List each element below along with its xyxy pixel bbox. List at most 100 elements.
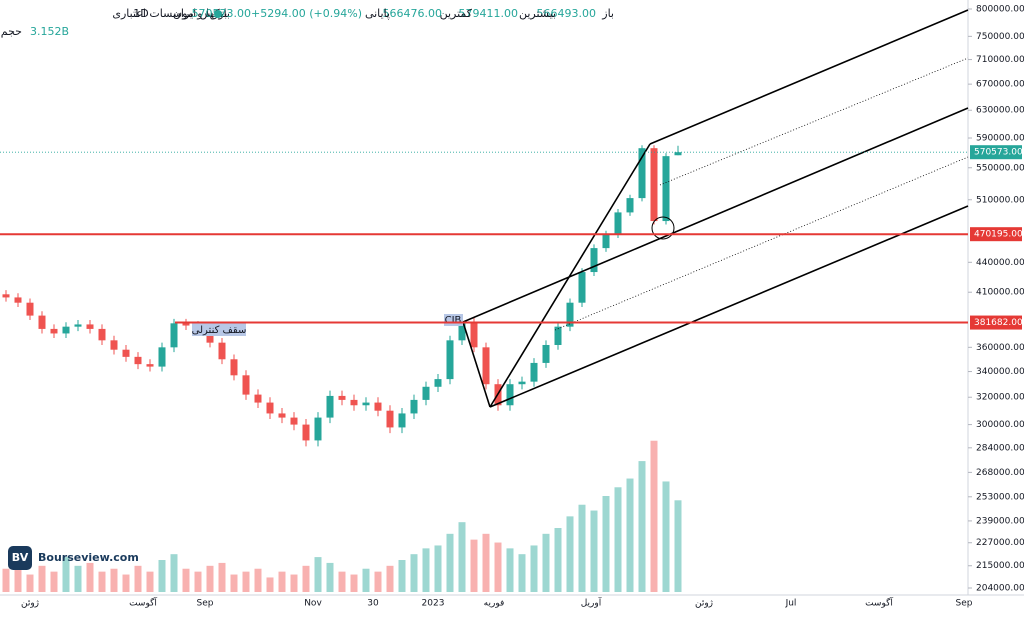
header: بانکها و موسسات اعتباری 1D بورس ایران: [112, 7, 230, 20]
logo: [8, 546, 32, 570]
volume-bar: [398, 560, 406, 592]
volume-bar: [278, 571, 286, 592]
x-tick-label: Sep: [197, 599, 214, 609]
x-tick-label: 2023: [422, 599, 445, 609]
candle-body: [614, 212, 622, 235]
candle-body: [482, 347, 490, 385]
candle-body: [26, 302, 34, 316]
candle-body: [170, 323, 178, 348]
volume-bar: [146, 571, 154, 592]
y-tick-label: 750000.00: [976, 32, 1024, 42]
y-tick-label: 440000.00: [976, 258, 1024, 268]
y-tick-label: 268000.00: [976, 468, 1024, 478]
label: پایانی: [365, 7, 390, 20]
y-tick-label: 630000.00: [976, 106, 1024, 116]
annotation: سقف کنترلی: [192, 325, 247, 336]
candle-body: [290, 417, 298, 425]
volume-bar: [290, 574, 298, 592]
y-tick-label: 253000.00: [976, 492, 1024, 502]
candle-body: [530, 362, 538, 382]
volume-bar: [626, 478, 634, 592]
level-label: 570573.00: [974, 148, 1023, 158]
pitchfork-handle: [489, 143, 651, 408]
candle-body: [122, 349, 130, 357]
y-tick-label: 710000.00: [976, 55, 1024, 65]
ohlc: باز 566493.00 بیشترین 579411.00 کمترین 5…: [1, 7, 614, 38]
level-label-bg: [970, 145, 1022, 160]
candle-body: [146, 364, 154, 367]
volume-bar: [350, 574, 358, 592]
candle-body: [74, 324, 82, 327]
label: کمترین: [440, 7, 473, 20]
y-tick-label: 215000.00: [976, 561, 1024, 571]
volume-bar: [362, 568, 370, 592]
x-tick-label: فوریه: [484, 599, 505, 609]
candle-body: [50, 328, 58, 334]
candle-body: [590, 248, 598, 273]
y-tick-label: 670000.00: [976, 80, 1024, 90]
candle-body: [338, 395, 346, 400]
y-tick-label: 410000.00: [976, 288, 1024, 298]
candle-body: [410, 399, 418, 414]
volume-bar: [206, 565, 214, 592]
watermark: BV Bourseview.com: [8, 546, 139, 570]
candle-body: [182, 323, 190, 326]
y-tick-label: 300000.00: [976, 420, 1024, 430]
candle-body: [314, 417, 322, 441]
candle-body: [218, 342, 226, 360]
candle-body: [470, 322, 478, 348]
volume-bar: [638, 461, 646, 592]
volume-bar: [86, 562, 94, 592]
x-tick-label: Jul: [785, 599, 797, 609]
pitchfork-base: [462, 321, 491, 408]
level-label: 381682.00: [974, 318, 1023, 328]
candle-body: [302, 424, 310, 441]
volume-bar: [62, 557, 70, 592]
candle-body: [458, 322, 466, 341]
volume-bar: [458, 522, 466, 592]
volume-bar: [674, 500, 682, 592]
candle-body: [386, 410, 394, 428]
candle-body: [278, 413, 286, 418]
volume-bar: [338, 571, 346, 592]
candle-body: [2, 294, 10, 298]
volume-bar: [542, 533, 550, 592]
value: 570573.00+5294.00 (+0.94%): [192, 7, 362, 20]
volume-bar: [554, 528, 562, 592]
circle-mark: [651, 216, 675, 240]
volume-bar: [26, 574, 34, 592]
volume-bar: [194, 571, 202, 592]
value: 579411.00: [459, 7, 519, 20]
volume-bar: [446, 533, 454, 592]
volume-bar: [254, 568, 262, 592]
volume-bar: [566, 516, 574, 592]
annotation-bg: [192, 323, 246, 336]
x-tick-label: 30: [367, 599, 379, 609]
candle-body: [398, 413, 406, 428]
volume-bar: [98, 571, 106, 592]
volume-bar: [530, 545, 538, 592]
candle-body: [98, 328, 106, 341]
volume-bar: [182, 568, 190, 592]
y-tick-label: 204000.00: [976, 584, 1024, 594]
volume-bar: [434, 545, 442, 592]
label: حجم: [1, 25, 22, 38]
candle-body: [422, 386, 430, 400]
candle-body: [62, 326, 70, 334]
volume-bar: [614, 487, 622, 592]
y-tick-label: 800000.00: [976, 5, 1024, 15]
volume-bar: [134, 565, 142, 592]
y-tick-label: 550000.00: [976, 163, 1024, 173]
volume-bar: [38, 565, 46, 592]
candle-body: [578, 272, 586, 303]
x-tick-label: آگوست: [129, 597, 157, 609]
volume-bar: [650, 440, 658, 592]
volume-bar: [242, 571, 250, 592]
volume-bar: [410, 554, 418, 592]
candle-body: [518, 381, 526, 385]
candle-body: [434, 379, 442, 387]
exchange: بورس ایران: [173, 7, 227, 20]
y-tick-label: 360000.00: [976, 343, 1024, 353]
pitchfork-lower: [489, 205, 969, 408]
